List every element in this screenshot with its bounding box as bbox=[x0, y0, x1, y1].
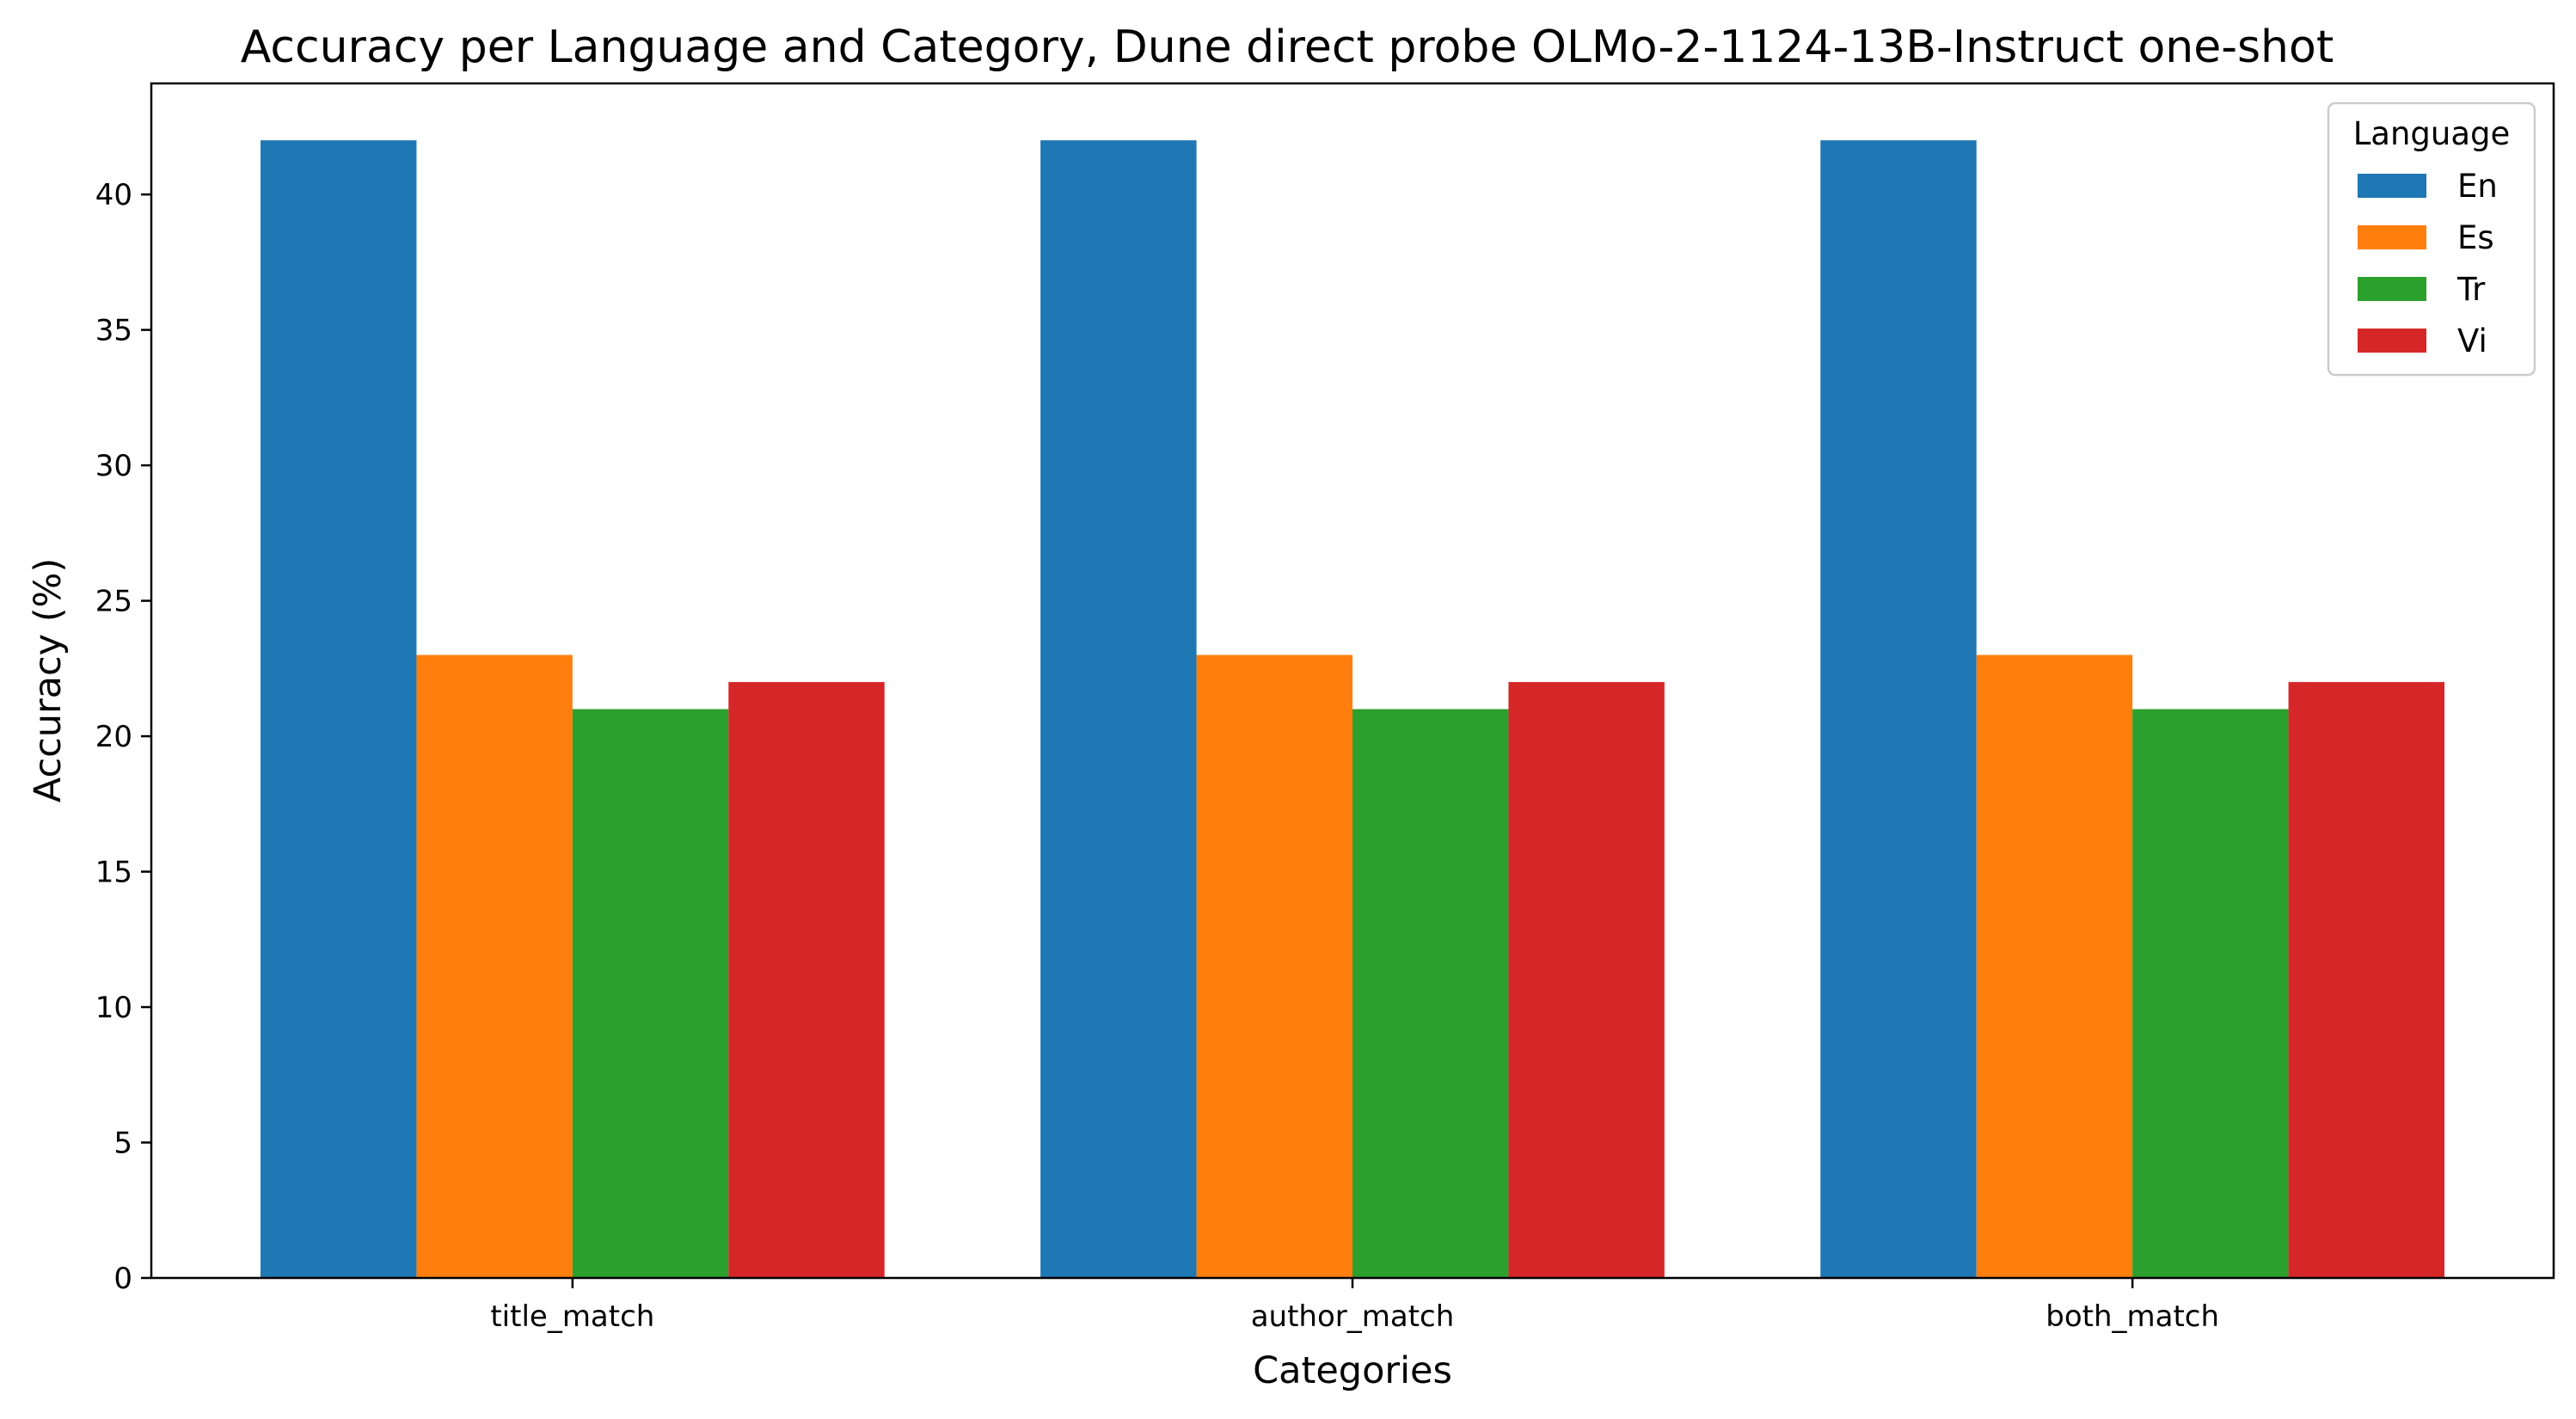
legend-frame bbox=[2327, 101, 2536, 377]
plot-area-frame bbox=[150, 82, 2555, 1280]
y-tick-label: 25 bbox=[95, 585, 132, 619]
legend-swatch-tr bbox=[2358, 277, 2426, 301]
bar-es-both-match bbox=[1976, 654, 2133, 1278]
x-tick-label: both_match bbox=[2045, 1299, 2219, 1334]
legend-label-es: Es bbox=[2457, 219, 2494, 256]
chart-title: Accuracy per Language and Category, Dune… bbox=[241, 22, 2334, 73]
y-axis-label: Accuracy (%) bbox=[27, 558, 70, 802]
x-axis-label: Categories bbox=[1253, 1349, 1452, 1392]
bar-en-title-match bbox=[261, 140, 417, 1279]
legend-label-vi: Vi bbox=[2457, 322, 2487, 359]
bar-tr-title-match bbox=[572, 709, 729, 1278]
bars-group bbox=[261, 140, 2444, 1279]
y-tick-label: 10 bbox=[95, 991, 132, 1025]
legend-swatch-en bbox=[2358, 174, 2426, 198]
y-tick-label: 5 bbox=[113, 1127, 132, 1161]
bar-en-both-match bbox=[1820, 140, 1977, 1279]
y-tick-label: 15 bbox=[95, 856, 132, 890]
y-axis-ticks: 0 5 10 15 20 25 30 35 40 bbox=[95, 178, 151, 1296]
bar-es-author-match bbox=[1196, 654, 1352, 1278]
legend: Language En Es Tr Vi bbox=[2327, 101, 2536, 377]
bar-vi-author-match bbox=[1508, 682, 1665, 1278]
bar-vi-both-match bbox=[2288, 682, 2444, 1278]
y-tick-label: 35 bbox=[95, 314, 132, 348]
bar-es-title-match bbox=[416, 654, 573, 1278]
y-tick-label: 30 bbox=[95, 449, 132, 483]
bar-en-author-match bbox=[1040, 140, 1197, 1279]
x-tick-label: author_match bbox=[1251, 1299, 1455, 1334]
y-tick-label: 20 bbox=[95, 720, 132, 754]
y-tick-label: 0 bbox=[113, 1262, 132, 1296]
bar-tr-both-match bbox=[2132, 709, 2289, 1278]
bar-vi-title-match bbox=[728, 682, 885, 1278]
x-tick-label: title_match bbox=[490, 1299, 654, 1334]
legend-entries: En Es Tr Vi bbox=[2358, 168, 2498, 359]
legend-swatch-vi bbox=[2358, 329, 2426, 353]
legend-swatch-es bbox=[2358, 225, 2426, 249]
legend-label-tr: Tr bbox=[2456, 271, 2486, 308]
legend-label-en: En bbox=[2457, 168, 2498, 205]
y-tick-label: 40 bbox=[95, 178, 132, 212]
bar-tr-author-match bbox=[1352, 709, 1509, 1278]
legend-title: Language bbox=[2353, 115, 2511, 152]
x-axis-ticks: title_match author_match both_match bbox=[490, 1278, 2219, 1334]
